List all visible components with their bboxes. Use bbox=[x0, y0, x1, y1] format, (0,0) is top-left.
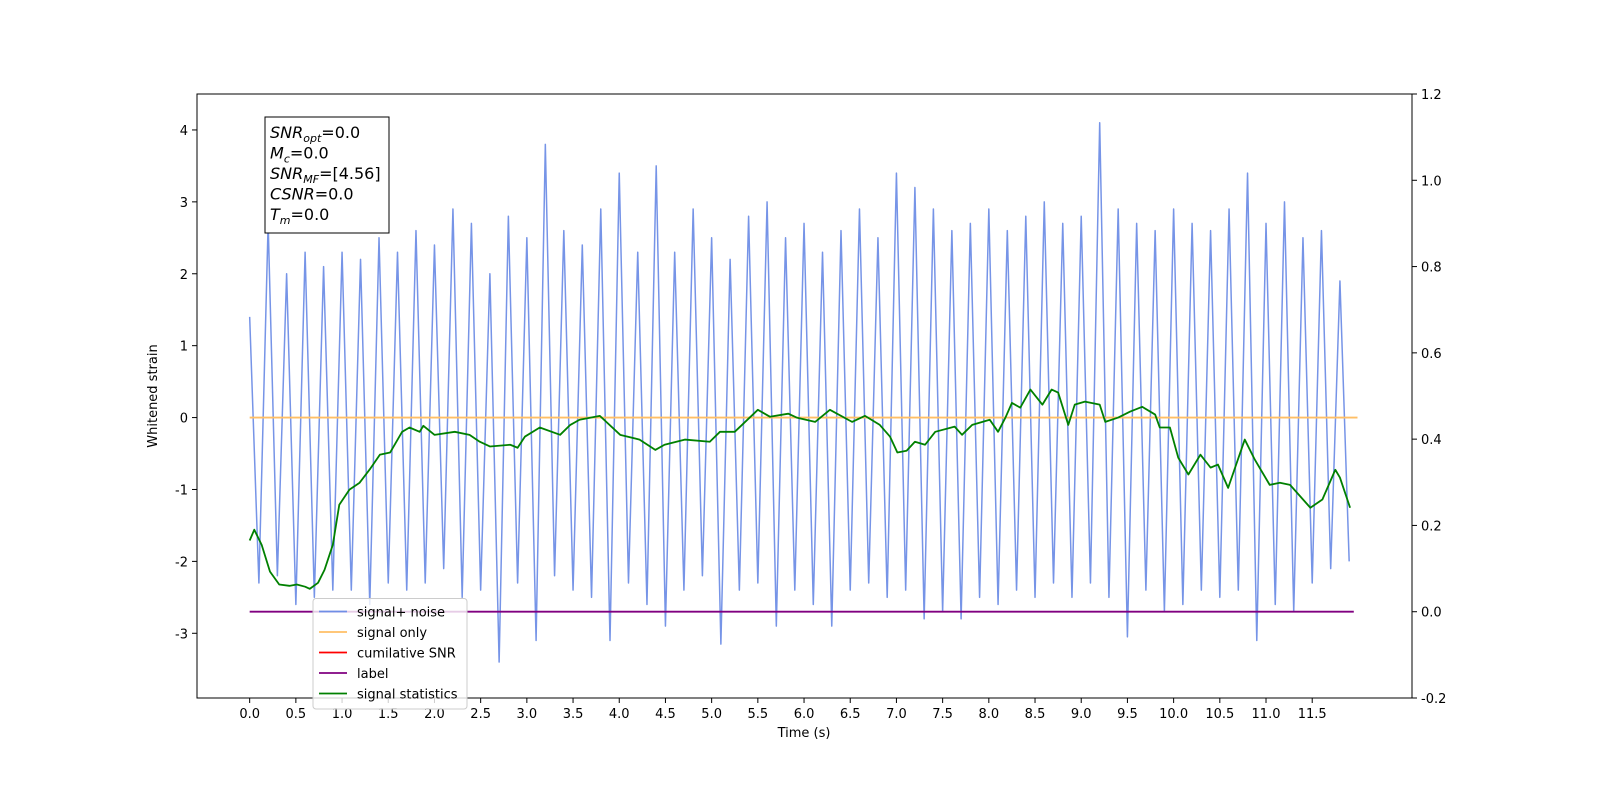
annotation-value: =0.0 bbox=[291, 205, 330, 224]
x-axis-label: Time (s) bbox=[777, 726, 831, 741]
annotation-value: =0.0 bbox=[321, 123, 360, 142]
y2-tick-label: 0.6 bbox=[1421, 347, 1442, 362]
annotation-main: SNR bbox=[270, 123, 303, 142]
x-tick-label: 3.0 bbox=[517, 707, 538, 722]
x-tick-label: 9.5 bbox=[1117, 707, 1138, 722]
legend-label: cumilative SNR bbox=[357, 647, 456, 662]
x-tick-label: 1.0 bbox=[332, 707, 353, 722]
x-tick-label: 11.0 bbox=[1252, 707, 1281, 722]
y-axis-label: Whitened strain bbox=[146, 344, 161, 447]
x-tick-label: 3.5 bbox=[563, 707, 584, 722]
y-tick-label: -2 bbox=[175, 555, 188, 570]
x-tick-label: 8.5 bbox=[1025, 707, 1046, 722]
x-tick-label: 6.5 bbox=[840, 707, 861, 722]
legend-box bbox=[312, 598, 468, 710]
y2-tick-label: -0.2 bbox=[1421, 692, 1446, 707]
x-tick-label: 4.0 bbox=[609, 707, 630, 722]
x-tick-label: 2.5 bbox=[470, 707, 491, 722]
y-tick-label: 1 bbox=[180, 340, 188, 355]
annotation-line: SNRopt=0.0 bbox=[270, 123, 360, 145]
x-tick-label: 0.0 bbox=[239, 707, 260, 722]
x-tick-label: 2.0 bbox=[424, 707, 445, 722]
x-tick-label: 10.5 bbox=[1205, 707, 1234, 722]
series-line bbox=[248, 122, 1350, 663]
annotation-box bbox=[264, 116, 390, 234]
y2-tick-label: 0.8 bbox=[1421, 261, 1442, 276]
y-tick-label: 0 bbox=[180, 412, 188, 427]
annotation-main: M bbox=[270, 144, 284, 163]
annotation-value: =0.0 bbox=[290, 144, 329, 163]
x-tick-label: 5.5 bbox=[747, 707, 768, 722]
y-tick-label: 4 bbox=[180, 124, 188, 139]
y-tick-label: -3 bbox=[175, 627, 188, 642]
x-tick-label: 10.0 bbox=[1159, 707, 1188, 722]
annotation-main: T bbox=[270, 205, 281, 224]
y2-tick-label: 1.2 bbox=[1421, 88, 1442, 103]
y2-tick-label: 1.0 bbox=[1421, 174, 1442, 189]
legend-label: signal+ noise bbox=[357, 606, 445, 621]
annotation-line: SNRMF=[4.56] bbox=[270, 164, 381, 186]
x-tick-label: 11.5 bbox=[1298, 707, 1327, 722]
x-tick-label: 0.5 bbox=[286, 707, 307, 722]
y-tick-label: -1 bbox=[175, 483, 188, 498]
series-line bbox=[248, 388, 1351, 590]
legend-label: signal statistics bbox=[357, 688, 458, 703]
annotation-sub: m bbox=[280, 214, 291, 227]
legend-label: label bbox=[357, 667, 388, 682]
annotation-line: Tm=0.0 bbox=[270, 205, 329, 227]
x-tick-label: 8.0 bbox=[978, 707, 999, 722]
annotation-line: CSNR=0.0 bbox=[270, 185, 354, 204]
x-tick-label: 7.5 bbox=[932, 707, 953, 722]
annotation-value: =0.0 bbox=[315, 185, 354, 204]
y-tick-label: 2 bbox=[180, 268, 188, 283]
annotation-value: =[4.56] bbox=[319, 164, 381, 183]
y2-tick-label: 0.2 bbox=[1421, 519, 1442, 534]
y2-tick-label: 0.4 bbox=[1421, 433, 1442, 448]
x-tick-label: 6.0 bbox=[794, 707, 815, 722]
annotation-sub: c bbox=[284, 153, 290, 166]
x-tick-label: 1.5 bbox=[378, 707, 399, 722]
annotation-line: Mc=0.0 bbox=[270, 144, 329, 166]
x-tick-label: 9.0 bbox=[1071, 707, 1092, 722]
x-tick-label: 7.0 bbox=[886, 707, 907, 722]
annotation-main: CSNR bbox=[270, 185, 315, 204]
legend-label: signal only bbox=[357, 626, 427, 641]
annotation-sub: MF bbox=[303, 173, 319, 186]
annotation-sub: opt bbox=[303, 132, 322, 145]
x-tick-label: 4.5 bbox=[655, 707, 676, 722]
x-tick-label: 5.0 bbox=[701, 707, 722, 722]
y-tick-label: 3 bbox=[180, 196, 188, 211]
y2-tick-label: 0.0 bbox=[1421, 606, 1442, 621]
annotation-main: SNR bbox=[270, 164, 303, 183]
